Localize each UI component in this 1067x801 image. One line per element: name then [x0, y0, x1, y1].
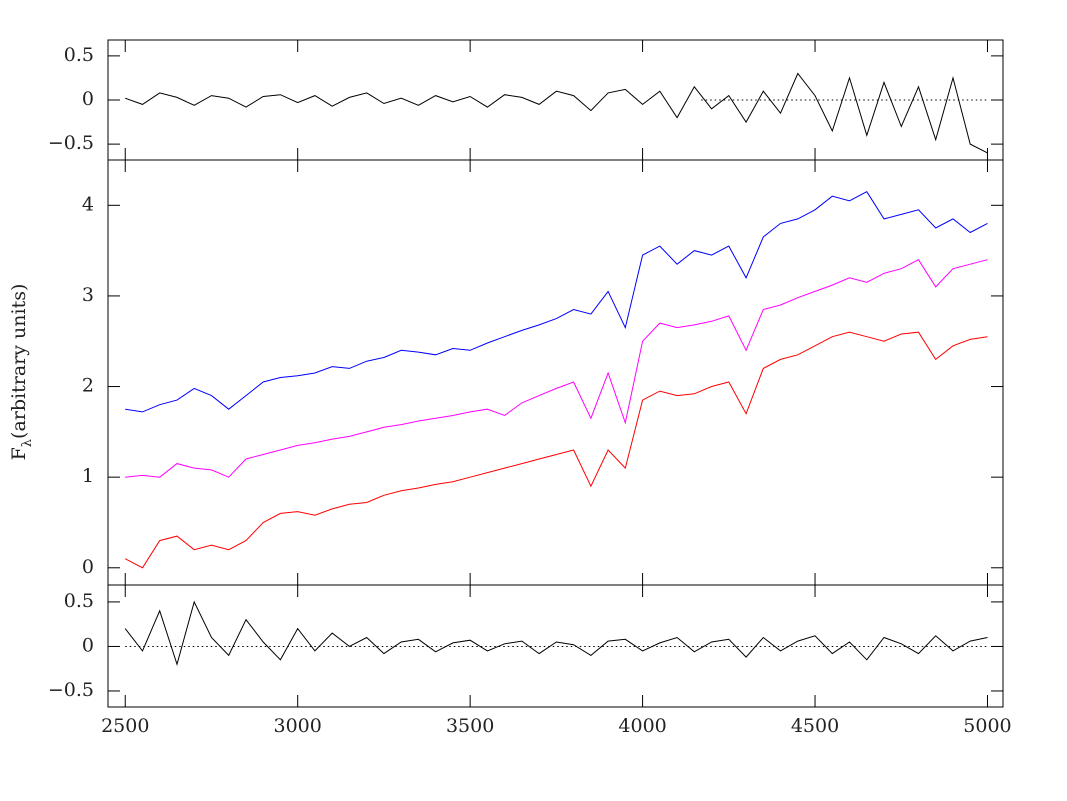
x-tick-label: 3500 [446, 715, 494, 737]
y-tick-label: 0 [82, 634, 94, 656]
y-tick-label: 0 [82, 88, 94, 110]
x-tick-label: 4000 [618, 715, 666, 737]
y-tick-label: 3 [82, 284, 94, 306]
spectrum-line [125, 259, 988, 478]
y-label-rest: (arbitrary units) [8, 284, 30, 439]
x-tick-label: 3000 [274, 715, 322, 737]
y-label-sub: λ [20, 439, 35, 447]
panel-frame [107, 159, 1004, 586]
y-tick-label: 0.5 [64, 590, 94, 612]
spectrum-line [124, 600, 988, 667]
spectrum-line [125, 191, 988, 413]
y-tick-label: 0 [82, 556, 94, 578]
x-tick-label: 2500 [101, 715, 149, 737]
x-tick-label: 4500 [791, 715, 839, 737]
y-tick-label: 2 [82, 375, 94, 397]
spectrum-line [125, 72, 988, 154]
y-tick-label: 1 [82, 465, 94, 487]
y-tick-label: 4 [82, 193, 94, 215]
y-label-base: F [8, 447, 30, 460]
x-tick-label: 5000 [963, 715, 1011, 737]
y-tick-label: −0.5 [48, 679, 94, 701]
y-tick-label: −0.5 [48, 132, 94, 154]
y-tick-label: 0.5 [64, 44, 94, 66]
y-axis-label: Fλ(arbitrary units) [8, 284, 35, 461]
spectrum-line [124, 331, 988, 569]
